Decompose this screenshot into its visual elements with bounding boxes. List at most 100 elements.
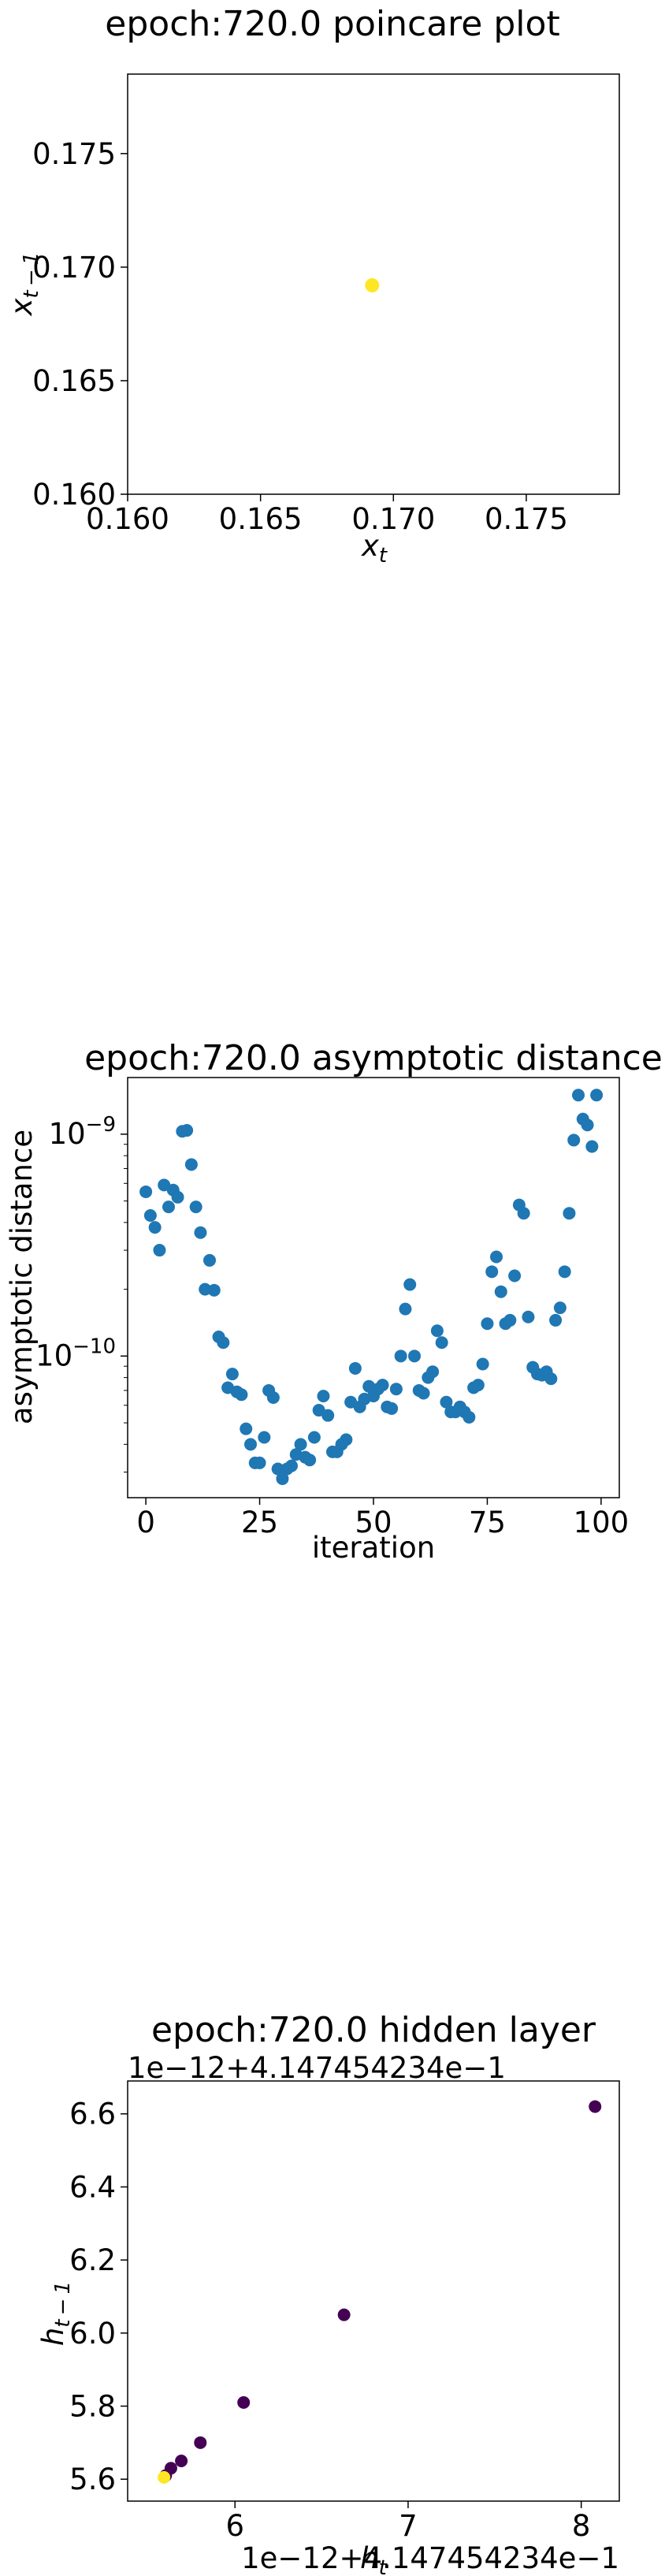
chart2-point [235, 1388, 248, 1402]
chart3-xtick-label: 8 [572, 2509, 591, 2543]
chart3-ytick-label: 6.2 [69, 2243, 116, 2277]
chart2-point [180, 1124, 194, 1137]
chart2-point [430, 1324, 444, 1338]
chart2-point [494, 1285, 507, 1298]
chart1-point [365, 277, 380, 292]
chart2-point [463, 1410, 476, 1424]
chart1-plot-frame [127, 73, 620, 495]
chart2-point [143, 1209, 157, 1223]
chart2-xtick-label: 100 [574, 1506, 630, 1539]
chart2-point [544, 1372, 558, 1386]
chart1-xtick-label: 0.160 [86, 502, 169, 536]
chart2-point [549, 1313, 563, 1327]
chart3-ytick-label: 5.6 [69, 2462, 116, 2496]
chart2-point [171, 1190, 184, 1204]
chart2-point [194, 1226, 207, 1239]
chart2-point [490, 1250, 503, 1264]
chart1-xtick-label: 0.170 [351, 502, 435, 536]
chart2-point [471, 1379, 485, 1392]
chart2-point [244, 1438, 257, 1451]
chart3-x-offset-text: 1e−12+4.147454234e−1 [241, 2541, 619, 2575]
chart3-point [194, 2436, 207, 2449]
chart2-point [266, 1390, 280, 1404]
chart2-ytick-label: 10−10 [35, 1335, 116, 1372]
chart3-point [237, 2395, 251, 2409]
chart3-xlabel: ht [360, 2541, 387, 2576]
chart2-point [207, 1283, 221, 1297]
chart2-point [440, 1395, 453, 1409]
chart2-point [285, 1459, 298, 1472]
chart2-point [253, 1456, 266, 1469]
chart2-point [258, 1431, 271, 1444]
chart2-point [522, 1310, 535, 1323]
chart2-point [148, 1221, 162, 1234]
chart2-xlabel: iteration [312, 1531, 435, 1565]
chart1-ytick-label: 0.160 [32, 478, 116, 512]
chart3-plot-frame [127, 2080, 620, 2502]
chart1-ytick-label: 0.165 [32, 364, 116, 398]
chart2-xtick-label: 25 [241, 1506, 278, 1539]
chart2-point [581, 1119, 594, 1132]
chart2-point [508, 1269, 522, 1282]
chart1-title: epoch:720.0 poincare plot [105, 4, 559, 44]
chart2-point [435, 1336, 448, 1349]
chart2-point [271, 1462, 284, 1476]
chart2-point [217, 1336, 230, 1349]
chart2-point [139, 1185, 153, 1198]
chart1-ytick-label: 0.175 [32, 137, 116, 171]
chart3-ylabel: ht − 1 [36, 2281, 75, 2346]
chart2-point [317, 1390, 330, 1403]
chart2-point [399, 1302, 412, 1316]
chart2-point [203, 1253, 216, 1267]
chart2-point [426, 1365, 440, 1379]
chart2-point [503, 1313, 517, 1327]
chart3-y-offset-text: 1e−12+4.147454234e−1 [128, 2051, 506, 2085]
chart2-ylabel: asymptotic distance [5, 1130, 39, 1424]
chart3-xtick-label: 7 [399, 2509, 418, 2543]
chart1-xtick-label: 0.165 [219, 502, 303, 536]
chart2-point [417, 1387, 430, 1400]
chart3-point [589, 2100, 602, 2113]
chart2-point [153, 1244, 166, 1257]
chart3-title: epoch:720.0 hidden layer [151, 2010, 596, 2050]
chart2-point [567, 1134, 581, 1147]
chart3-xtick-label: 6 [225, 2509, 244, 2543]
chart2-point [376, 1379, 389, 1392]
chart2-xtick-label: 75 [469, 1506, 506, 1539]
chart2-point [476, 1357, 489, 1371]
chart3-ytick-label: 6.0 [69, 2317, 116, 2351]
chart2-title: epoch:720.0 asymptotic distance [84, 1038, 663, 1078]
chart1-ylabel: xt − 1 [5, 252, 43, 317]
chart3-ytick-label: 5.8 [69, 2389, 116, 2423]
chart2-point [184, 1158, 198, 1171]
chart2-point [485, 1265, 499, 1279]
chart2-point [553, 1301, 567, 1315]
chart2-point [294, 1438, 307, 1451]
chart2-point [321, 1409, 335, 1422]
chart2-point [517, 1207, 530, 1220]
chart2-point [563, 1207, 576, 1220]
chart2-point [590, 1089, 604, 1102]
chart2-point [558, 1265, 571, 1279]
chart2-xtick-label: 50 [355, 1506, 392, 1539]
chart2-point [348, 1361, 362, 1375]
chart2-xtick-label: 0 [136, 1506, 155, 1539]
chart2-point [403, 1278, 417, 1291]
chart2-point [225, 1368, 239, 1381]
chart2-point [385, 1402, 399, 1415]
chart1-xtick-label: 0.175 [485, 502, 568, 536]
chart2-point [389, 1383, 403, 1396]
chart2-point [394, 1349, 407, 1363]
chart2-ytick-label: 10−9 [49, 1113, 116, 1151]
chart2-point [408, 1349, 421, 1363]
chart1-ytick-label: 0.170 [32, 251, 116, 285]
chart2-point [162, 1201, 175, 1214]
chart2-point [276, 1472, 289, 1485]
chart3-point [337, 2308, 351, 2321]
chart3-ytick-label: 6.6 [69, 2098, 116, 2131]
chart2-point [240, 1422, 253, 1435]
chart3-point [158, 2470, 171, 2484]
chart1-xlabel: xt [361, 529, 388, 568]
chart3-point [175, 2455, 188, 2468]
